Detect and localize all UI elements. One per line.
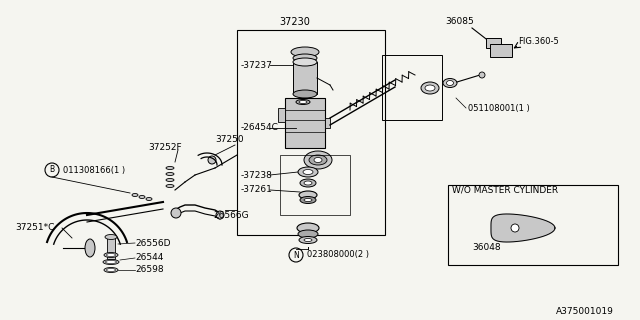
Text: 051108001(1 ): 051108001(1 ) [468,103,530,113]
Ellipse shape [293,54,317,62]
Ellipse shape [298,167,318,177]
Text: 26598: 26598 [135,266,164,275]
Bar [280,155,350,215]
Ellipse shape [104,268,118,273]
Ellipse shape [139,196,145,198]
Ellipse shape [447,81,454,85]
Ellipse shape [297,223,319,233]
Ellipse shape [443,78,457,87]
Text: 37251*C: 37251*C [15,223,54,233]
Text: 37230: 37230 [280,17,310,27]
Bar [285,98,325,148]
Ellipse shape [300,196,316,204]
Text: B: B [49,165,54,174]
Bar [293,62,317,94]
Ellipse shape [85,239,95,257]
Bar [448,185,618,265]
Ellipse shape [298,230,318,238]
Ellipse shape [132,194,138,196]
Ellipse shape [166,166,174,170]
Ellipse shape [299,236,317,244]
Text: 36048: 36048 [472,243,500,252]
Ellipse shape [105,235,117,239]
Circle shape [171,208,181,218]
Text: 26544: 26544 [135,253,163,262]
Bar [237,30,385,235]
Text: N: N [293,251,299,260]
Bar [325,118,330,128]
Ellipse shape [314,157,322,163]
Bar [278,108,285,122]
Circle shape [216,211,224,219]
Ellipse shape [106,260,116,263]
Ellipse shape [293,58,317,66]
Text: 37250: 37250 [215,135,244,145]
Circle shape [208,156,216,164]
Ellipse shape [293,90,317,98]
Bar [490,44,512,57]
Ellipse shape [309,155,327,165]
Bar [382,55,442,120]
Ellipse shape [304,198,312,202]
Ellipse shape [166,185,174,188]
Text: -37238: -37238 [241,171,273,180]
Text: -37261: -37261 [241,186,273,195]
Text: W/O MASTER CYLINDER: W/O MASTER CYLINDER [452,186,558,195]
Ellipse shape [296,100,310,105]
Ellipse shape [106,253,115,257]
Circle shape [511,224,519,232]
Ellipse shape [166,179,174,181]
Ellipse shape [421,82,439,94]
Ellipse shape [299,191,317,199]
Text: 26566G: 26566G [213,211,248,220]
Ellipse shape [304,181,312,185]
Ellipse shape [166,172,174,175]
Text: 26556D: 26556D [135,238,170,247]
Ellipse shape [104,252,118,258]
Ellipse shape [304,238,312,242]
Text: 011308166(1 ): 011308166(1 ) [63,165,125,174]
Ellipse shape [304,151,332,169]
Text: 023808000(2 ): 023808000(2 ) [307,251,369,260]
Bar [486,38,501,48]
Text: FIG.360-5: FIG.360-5 [518,37,559,46]
Ellipse shape [103,260,119,265]
Text: A375001019: A375001019 [556,308,614,316]
Bar [107,237,115,259]
Text: -26454C: -26454C [241,124,279,132]
Ellipse shape [299,100,307,103]
Text: 37252F: 37252F [148,143,182,153]
Ellipse shape [425,85,435,91]
Circle shape [479,72,485,78]
Ellipse shape [303,170,313,174]
Ellipse shape [106,268,115,271]
Polygon shape [491,214,555,242]
Ellipse shape [291,47,319,57]
Text: 36085: 36085 [445,18,474,27]
Ellipse shape [146,197,152,201]
Text: -37237: -37237 [241,60,273,69]
Ellipse shape [300,179,316,187]
